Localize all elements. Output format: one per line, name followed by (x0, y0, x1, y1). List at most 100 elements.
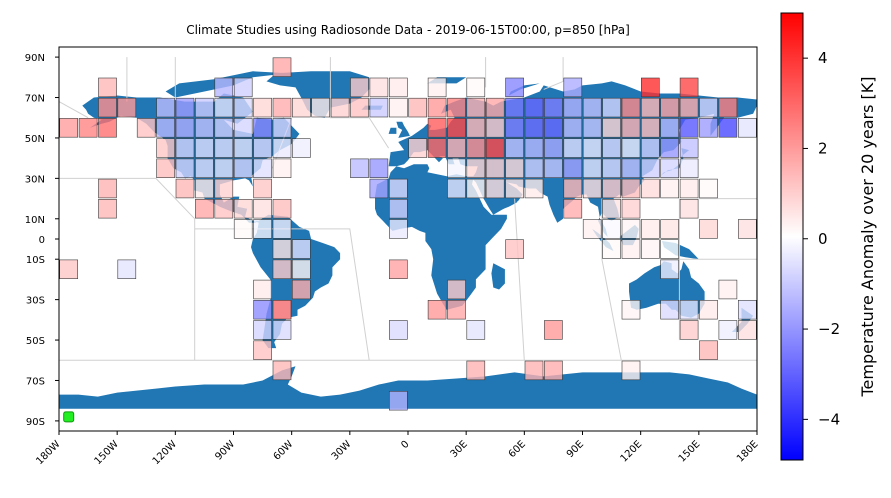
anomaly-cell (699, 299, 718, 320)
anomaly-cell (602, 199, 621, 219)
anomaly-cell (253, 340, 272, 360)
anomaly-cell (291, 97, 311, 118)
anomaly-cell (156, 118, 175, 138)
anomaly-cell (737, 118, 757, 138)
anomaly-cell (214, 77, 234, 98)
anomaly-cell (544, 118, 563, 138)
anomaly-cell (253, 118, 272, 138)
anomaly-cell (408, 97, 428, 118)
land-madagascar (491, 263, 505, 290)
y-tick-label: 30N (25, 174, 45, 185)
anomaly-cell (660, 239, 680, 259)
anomaly-cell (214, 138, 234, 158)
station-marker (63, 411, 75, 423)
anomaly-cell (737, 299, 757, 320)
anomaly-cell (640, 239, 660, 259)
anomaly-cell (233, 97, 253, 118)
y-tick-label: 30S (26, 296, 45, 307)
x-axis-ticks: 180W 150W 120W 90W 60W 30W 0 30E 60E 90E 120E 150E 1… (34, 431, 761, 467)
anomaly-cell (253, 158, 272, 178)
anomaly-cell (214, 97, 234, 118)
colorbar-tick-label: 0 (818, 230, 828, 248)
anomaly-cell (447, 138, 466, 158)
y-tick-label: 90S (26, 417, 45, 428)
anomaly-cell (466, 118, 486, 138)
anomaly-cell (640, 178, 660, 199)
anomaly-cell (388, 219, 408, 239)
land-north-america (82, 93, 300, 223)
y-axis-ticks: 90N 70N 50N 30N 10N 0 10S 30S 50S 70S 90S (25, 53, 59, 428)
x-tick-label: 120W (151, 439, 179, 467)
colorbar-label: Temperature Anomaly over 20 years [K] (858, 76, 877, 397)
anomaly-cell (621, 97, 641, 118)
anomaly-cell (466, 97, 486, 118)
anomaly-cell (447, 158, 466, 178)
anomaly-cell (699, 340, 718, 360)
land-ireland (388, 127, 397, 134)
anomaly-cell (699, 118, 718, 138)
anomaly-cell (272, 320, 292, 340)
anomaly-cell (563, 97, 583, 118)
y-tick-label: 90N (25, 53, 45, 64)
anomaly-cell (272, 219, 292, 239)
anomaly-cell (505, 158, 524, 178)
anomaly-cell (408, 138, 428, 158)
y-tick-label: 10S (26, 255, 45, 266)
anomaly-cell (447, 299, 466, 320)
anomaly-cell (195, 158, 214, 178)
anomaly-cell (388, 97, 408, 118)
anomaly-cell (291, 239, 311, 259)
anomaly-cell (350, 77, 369, 98)
land-uk (396, 121, 410, 138)
anomaly-cell (640, 97, 660, 118)
anomaly-cell (485, 158, 505, 178)
colorbar-ticks: 4 2 0 −2 −4 (803, 49, 840, 428)
anomaly-cell (582, 118, 602, 138)
anomaly-cell (679, 299, 699, 320)
anomaly-cell (253, 199, 272, 219)
anomaly-cell (524, 97, 544, 118)
anomaly-cell (505, 178, 524, 199)
chart-title: Climate Studies using Radiosonde Data - … (186, 23, 630, 37)
anomaly-cell (563, 199, 583, 219)
boundary-line (601, 198, 622, 361)
y-tick-label: 50N (25, 134, 45, 145)
anomaly-cell (602, 239, 621, 259)
anomaly-cell (602, 219, 621, 239)
y-tick-label: 70N (25, 94, 45, 105)
anomaly-cell (621, 118, 641, 138)
anomaly-cell (660, 219, 680, 239)
x-tick-label: 60W (272, 439, 296, 463)
anomaly-cell (253, 97, 272, 118)
anomaly-cell (233, 219, 253, 239)
colorbar (780, 12, 804, 461)
anomaly-cell (272, 259, 292, 279)
anomaly-cell (272, 118, 292, 138)
anomaly-cell (272, 97, 292, 118)
y-tick-label: 70S (26, 376, 45, 387)
anomaly-cell (388, 390, 408, 411)
anomaly-cell (524, 158, 544, 178)
anomaly-cell (582, 97, 602, 118)
land-antarctica (59, 366, 757, 409)
anomaly-cell (679, 77, 699, 98)
anomaly-cell (195, 97, 214, 118)
anomaly-cell (524, 360, 544, 381)
x-tick-label: 180W (34, 439, 62, 467)
boundary-line (514, 198, 525, 361)
anomaly-cell (699, 178, 718, 199)
x-tick-label: 60E (507, 439, 528, 460)
anomaly-cell (233, 77, 253, 98)
boundary-line (59, 177, 196, 361)
anomaly-cell (544, 158, 563, 178)
anomaly-cell (679, 158, 699, 178)
anomaly-cell (78, 118, 98, 138)
y-tick-label: 50S (26, 336, 45, 347)
anomaly-cell (699, 97, 718, 118)
anomaly-cell (427, 138, 447, 158)
anomaly-cell (505, 239, 524, 259)
anomaly-cell (195, 178, 214, 199)
anomaly-cell (563, 118, 583, 138)
anomaly-cell (602, 97, 621, 118)
anomaly-cell (660, 158, 680, 178)
